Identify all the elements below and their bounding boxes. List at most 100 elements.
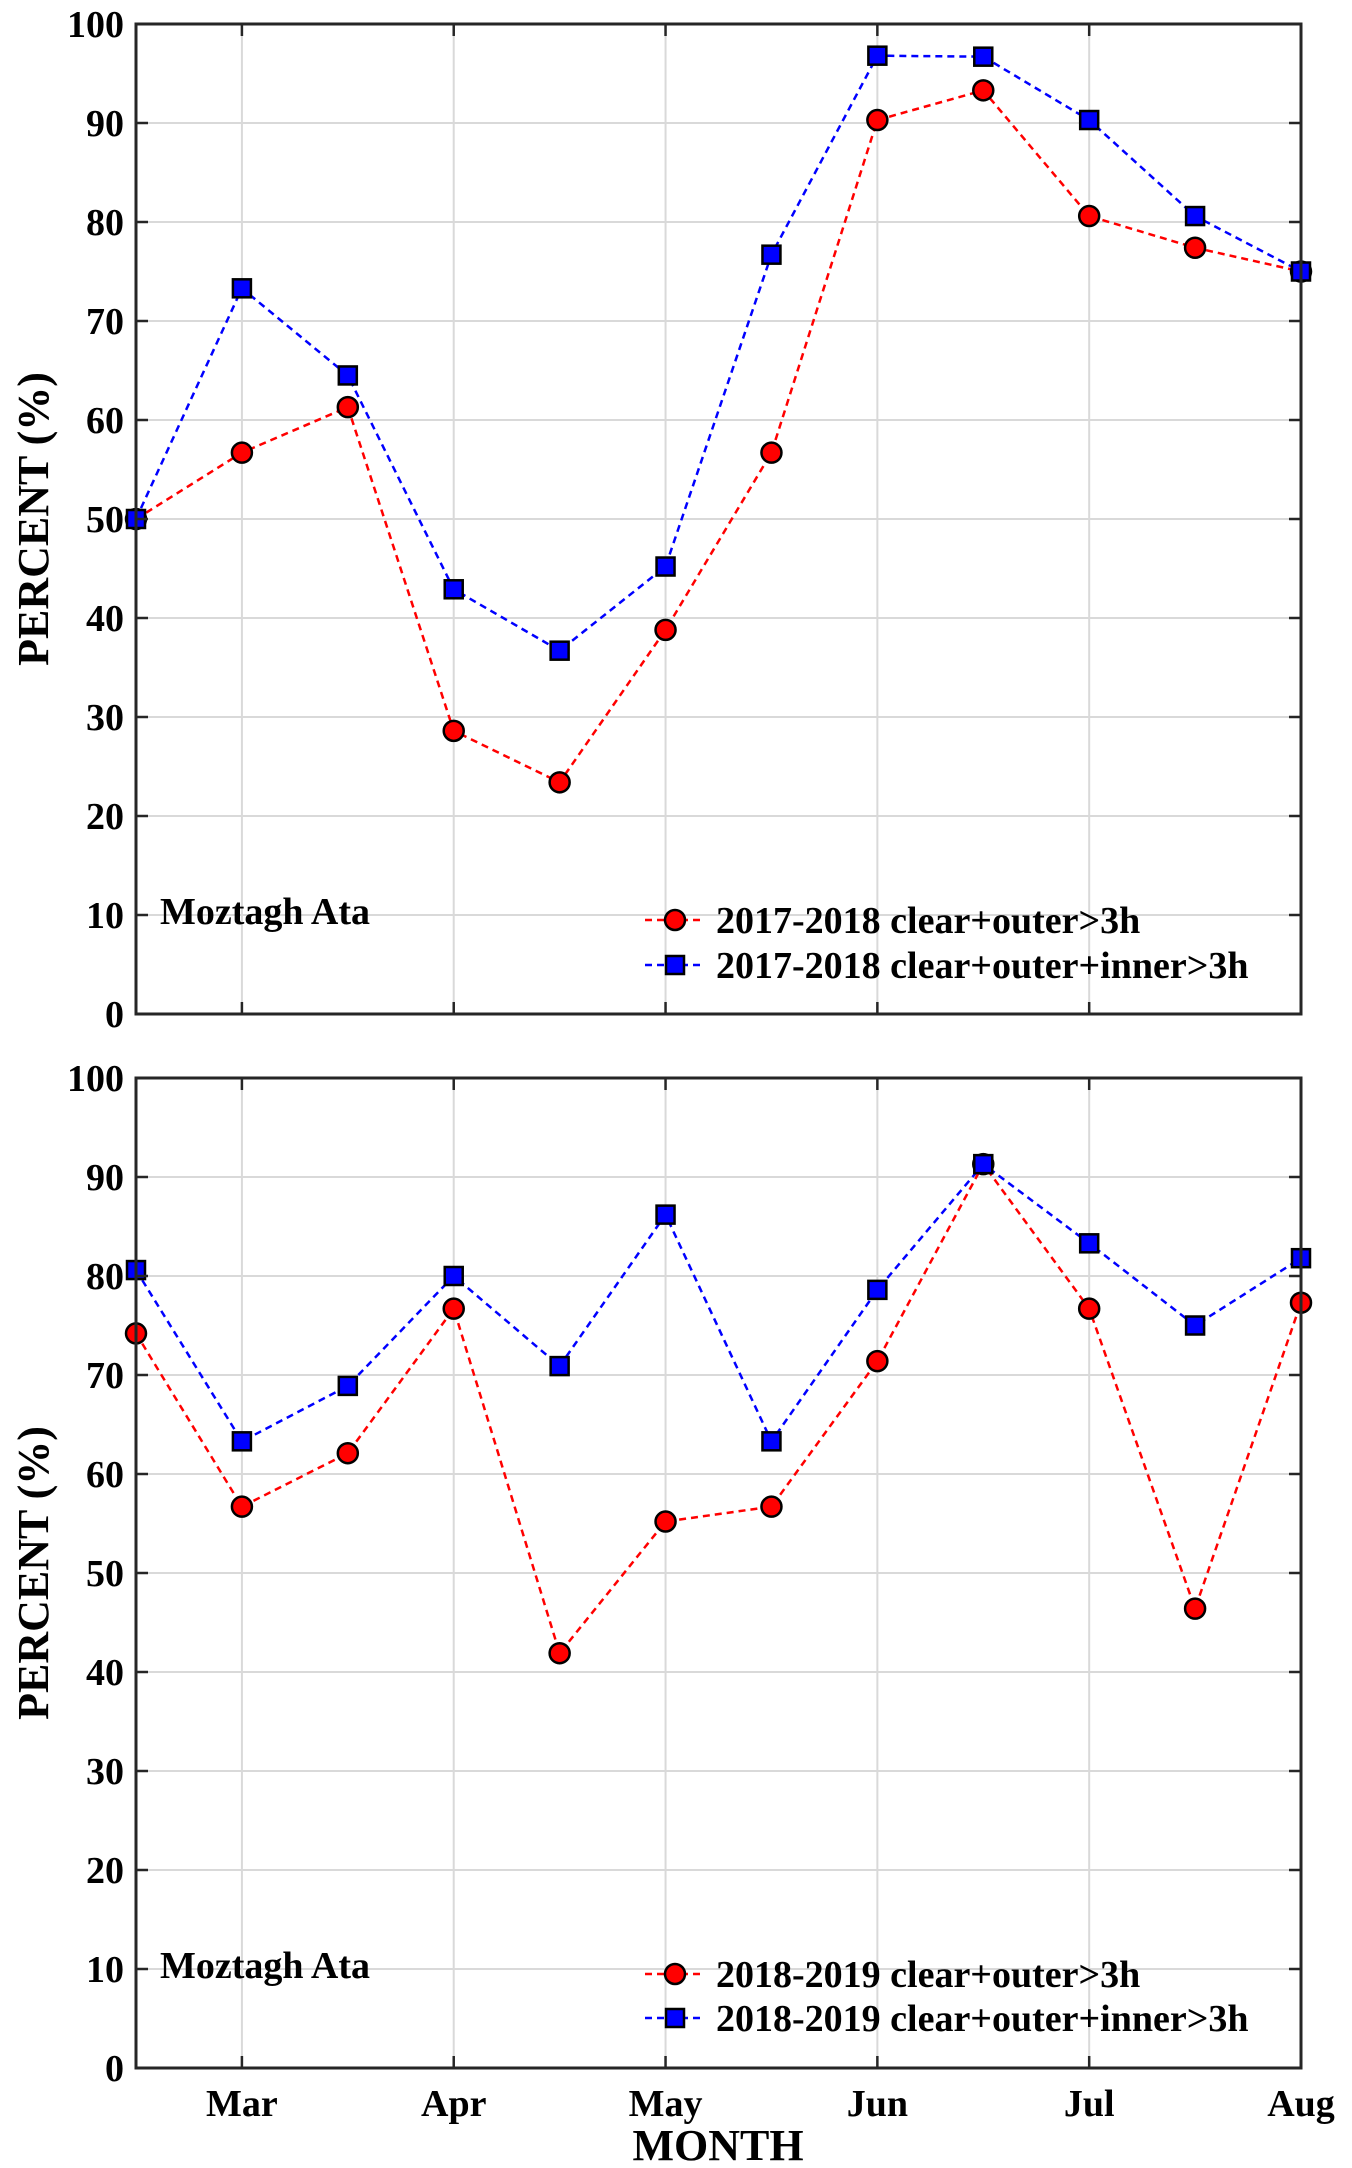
top-chart-data-point-blue bbox=[337, 365, 359, 386]
bottom-chart-data-point-blue bbox=[655, 1204, 676, 1225]
bottom-chart-x-tick-label: May bbox=[629, 2083, 703, 2125]
bottom-chart-data-point-blue bbox=[867, 1279, 888, 1301]
top-chart-legend-label-red: 2017-2018 clear+outer>3h bbox=[716, 900, 1140, 942]
bottom-chart-data-point-blue bbox=[443, 1265, 464, 1287]
top-chart-data-point-blue bbox=[973, 46, 994, 67]
bottom-chart-data-point-red bbox=[548, 1641, 571, 1665]
top-chart-series-line-blue bbox=[134, 54, 1302, 653]
top-chart-legend: 2017-2018 clear+outer>3h 2017-2018 clear… bbox=[645, 900, 1248, 987]
top-chart-y-tick-label: 90 bbox=[86, 103, 124, 145]
bottom-chart-station-label: Moztagh Ata bbox=[160, 1945, 370, 1987]
top-chart-y-tick-label: 0 bbox=[105, 994, 124, 1036]
top-chart-station-label: Moztagh Ata bbox=[160, 891, 370, 933]
bottom-chart-data-point-red bbox=[866, 1349, 889, 1373]
bottom-chart-series-lines bbox=[134, 1161, 1303, 1656]
top-chart-data-point-blue bbox=[231, 278, 253, 299]
bottom-chart-data-point-blue bbox=[973, 1153, 994, 1175]
top-chart-data-point-blue bbox=[1078, 109, 1100, 131]
top-chart-legend-entry-blue: 2017-2018 clear+outer+inner>3h bbox=[645, 945, 1248, 987]
top-chart-data-point-blue bbox=[655, 556, 676, 577]
top-chart-legend-entry-red: 2017-2018 clear+outer>3h bbox=[645, 900, 1140, 942]
bottom-chart-y-tick-label: 10 bbox=[86, 1949, 124, 1991]
bottom-chart-ticks bbox=[136, 1076, 1303, 2070]
bottom-chart-y-tick-label: 90 bbox=[86, 1157, 124, 1199]
bottom-chart-y-tick-labels: 0 10 20 30 40 50 60 70 80 90 100 bbox=[67, 1058, 124, 2090]
bottom-chart-y-tick-label: 70 bbox=[86, 1355, 124, 1397]
legend-circle-marker-red bbox=[663, 1962, 687, 1986]
bottom-chart-y-tick-label: 100 bbox=[67, 1058, 124, 1100]
top-chart-data-point-red bbox=[866, 108, 889, 132]
bottom-chart-legend-label-red: 2018-2019 clear+outer>3h bbox=[716, 1954, 1140, 1996]
bottom-chart-panel: 0 10 20 30 40 50 60 70 80 90 100 Mar Apr May Jun Jul Au… bbox=[9, 1058, 1335, 2168]
bottom-chart-data-point-red bbox=[442, 1297, 465, 1320]
bottom-chart-data-point-red bbox=[654, 1510, 677, 1533]
bottom-chart-data-point-blue bbox=[231, 1431, 253, 1452]
top-chart-y-tick-label: 60 bbox=[86, 400, 124, 442]
top-chart-ticks bbox=[136, 22, 1303, 1016]
bottom-chart-y-axis-label: PERCENT (%) bbox=[9, 1426, 58, 1720]
top-chart-data-point-red bbox=[972, 79, 995, 102]
bottom-chart-data-point-blue bbox=[337, 1375, 359, 1397]
top-chart-series-lines bbox=[134, 54, 1302, 784]
bottom-chart-data-point-blue bbox=[1078, 1233, 1100, 1254]
top-chart-data-point-red bbox=[1183, 236, 1207, 259]
top-chart-y-tick-label: 30 bbox=[86, 697, 124, 739]
bottom-chart-series-line-blue bbox=[134, 1162, 1302, 1444]
bottom-chart-x-tick-label: Apr bbox=[421, 2083, 487, 2125]
top-chart-data-point-blue bbox=[867, 45, 888, 66]
bottom-chart-series-line-red bbox=[134, 1161, 1303, 1656]
bottom-chart-data-point-red bbox=[1183, 1597, 1207, 1620]
top-chart-data-point-red bbox=[442, 719, 465, 743]
bottom-chart-y-tick-label: 0 bbox=[105, 2048, 124, 2090]
top-chart-data-point-blue bbox=[1184, 205, 1206, 227]
bottom-chart-legend-entry-red: 2018-2019 clear+outer>3h bbox=[645, 1954, 1140, 1996]
bottom-chart-y-tick-label: 40 bbox=[86, 1652, 124, 1694]
bottom-chart-data-point-red bbox=[230, 1495, 254, 1518]
top-chart-data-point-red bbox=[230, 441, 254, 464]
top-chart-series-line-red bbox=[135, 88, 1302, 784]
bottom-chart-legend-entry-blue: 2018-2019 clear+outer+inner>3h bbox=[645, 1998, 1248, 2040]
bottom-chart-data-point-red bbox=[336, 1441, 360, 1465]
bottom-chart-legend: 2018-2019 clear+outer>3h 2018-2019 clear… bbox=[645, 1954, 1248, 2040]
top-chart-y-tick-label: 10 bbox=[86, 895, 124, 937]
top-chart-y-tick-label: 20 bbox=[86, 796, 124, 838]
top-chart-y-tick-label: 50 bbox=[86, 499, 124, 541]
bottom-chart-legend-label-blue: 2018-2019 clear+outer+inner>3h bbox=[716, 1998, 1248, 2040]
top-chart-data-point-blue bbox=[549, 640, 570, 661]
top-chart-y-axis-label: PERCENT (%) bbox=[9, 372, 58, 666]
top-chart-data-point-red bbox=[654, 618, 677, 642]
bottom-chart-x-tick-label: Jul bbox=[1064, 2083, 1115, 2125]
bottom-chart-y-tick-label: 60 bbox=[86, 1454, 124, 1496]
bottom-chart-x-tick-label: Aug bbox=[1267, 2083, 1335, 2125]
bottom-chart-y-tick-label: 80 bbox=[86, 1256, 124, 1298]
top-chart-y-tick-label: 80 bbox=[86, 202, 124, 244]
bottom-chart-data-point-blue bbox=[549, 1355, 570, 1377]
top-chart-data-point-red bbox=[760, 441, 783, 464]
top-chart-legend-label-blue: 2017-2018 clear+outer+inner>3h bbox=[716, 945, 1248, 987]
top-chart-y-tick-label: 70 bbox=[86, 301, 124, 343]
top-chart-y-tick-label: 40 bbox=[86, 598, 124, 640]
top-chart-data-point-blue bbox=[443, 579, 464, 600]
legend-square-marker-blue bbox=[664, 954, 686, 976]
top-chart-y-tick-label: 100 bbox=[67, 4, 124, 46]
legend-circle-marker-red bbox=[663, 908, 687, 932]
bottom-chart-data-point-red bbox=[1077, 1297, 1101, 1320]
top-chart-data-point-blue bbox=[761, 244, 782, 265]
bottom-chart-x-tick-label: Jun bbox=[847, 2083, 908, 2125]
top-chart-markers bbox=[124, 45, 1313, 794]
bottom-chart-x-tick-labels: Mar Apr May Jun Jul Aug bbox=[206, 2083, 1335, 2125]
bottom-chart-y-tick-label: 20 bbox=[86, 1850, 124, 1892]
bottom-chart-y-tick-label: 30 bbox=[86, 1751, 124, 1793]
legend-square-marker-blue bbox=[664, 2007, 686, 2029]
top-chart-y-tick-labels: 0 10 20 30 40 50 60 70 80 90 100 bbox=[67, 4, 124, 1036]
top-chart-data-point-red bbox=[548, 771, 571, 794]
bottom-chart-y-tick-label: 50 bbox=[86, 1553, 124, 1595]
bottom-chart-x-tick-label: Mar bbox=[206, 2083, 278, 2125]
bottom-chart-data-point-blue bbox=[1184, 1315, 1206, 1336]
bottom-chart-x-axis-label: MONTH bbox=[632, 2121, 803, 2168]
top-chart-panel: 0 10 20 30 40 50 60 70 80 90 100 PERCENT (%) Mozta… bbox=[9, 4, 1313, 1036]
bottom-chart-data-point-red bbox=[760, 1495, 783, 1518]
top-chart-data-point-red bbox=[336, 395, 360, 419]
